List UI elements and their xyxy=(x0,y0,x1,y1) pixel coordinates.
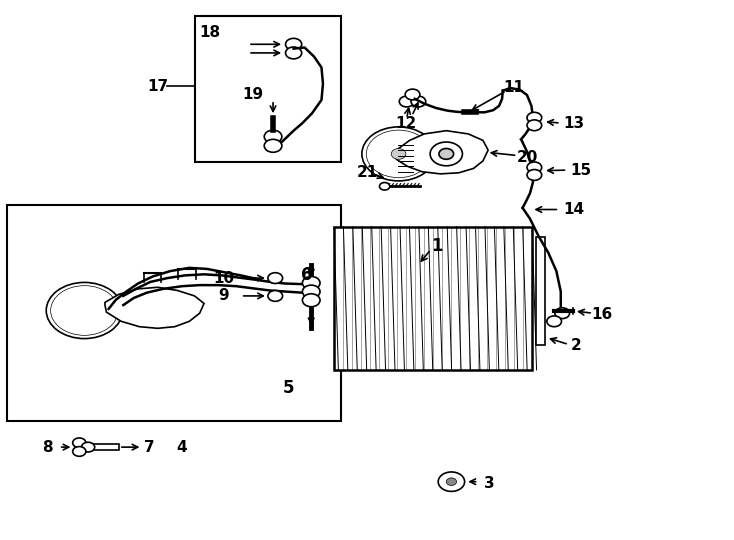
Circle shape xyxy=(76,304,93,317)
Text: 18: 18 xyxy=(200,25,220,40)
Circle shape xyxy=(438,472,465,491)
Circle shape xyxy=(555,308,570,319)
Circle shape xyxy=(51,286,118,335)
Circle shape xyxy=(264,139,282,152)
Circle shape xyxy=(73,447,86,456)
Circle shape xyxy=(391,148,406,159)
Text: 14: 14 xyxy=(564,202,584,217)
Circle shape xyxy=(399,96,414,107)
Circle shape xyxy=(527,120,542,131)
Bar xyxy=(91,444,119,450)
Circle shape xyxy=(527,162,542,173)
Circle shape xyxy=(286,47,302,59)
Text: 9: 9 xyxy=(219,288,229,303)
Circle shape xyxy=(371,133,426,174)
Text: 11: 11 xyxy=(504,80,524,95)
Circle shape xyxy=(59,292,110,329)
Circle shape xyxy=(446,478,457,485)
Text: 13: 13 xyxy=(564,116,584,131)
Circle shape xyxy=(430,142,462,166)
Text: 7: 7 xyxy=(145,440,155,455)
Bar xyxy=(7,205,341,421)
Circle shape xyxy=(302,276,320,289)
Text: 2: 2 xyxy=(571,338,581,353)
Text: 6: 6 xyxy=(301,266,313,285)
Bar xyxy=(195,16,341,162)
Text: 4: 4 xyxy=(176,440,186,455)
Text: 1: 1 xyxy=(431,237,443,255)
Text: 10: 10 xyxy=(214,271,234,286)
Circle shape xyxy=(81,442,95,452)
Text: 17: 17 xyxy=(148,79,168,94)
Circle shape xyxy=(547,316,562,327)
Circle shape xyxy=(286,38,302,50)
Text: 20: 20 xyxy=(516,150,538,165)
Text: 12: 12 xyxy=(396,116,416,131)
Polygon shape xyxy=(105,287,204,328)
Circle shape xyxy=(439,148,454,159)
Text: 8: 8 xyxy=(43,440,53,455)
Text: 21: 21 xyxy=(357,165,377,180)
Circle shape xyxy=(527,112,542,123)
Bar xyxy=(536,237,545,345)
Circle shape xyxy=(268,273,283,284)
Circle shape xyxy=(268,291,283,301)
Circle shape xyxy=(366,130,431,178)
Circle shape xyxy=(55,289,114,332)
Text: 19: 19 xyxy=(243,87,264,102)
Polygon shape xyxy=(396,131,488,174)
Text: 5: 5 xyxy=(283,379,294,397)
Text: 16: 16 xyxy=(592,307,612,322)
Text: 15: 15 xyxy=(571,163,592,178)
Circle shape xyxy=(411,96,426,107)
Circle shape xyxy=(264,130,282,143)
Circle shape xyxy=(362,127,435,181)
Circle shape xyxy=(73,438,86,448)
Circle shape xyxy=(379,183,390,190)
Circle shape xyxy=(527,170,542,180)
Circle shape xyxy=(405,89,420,100)
Circle shape xyxy=(46,282,123,339)
Circle shape xyxy=(302,285,320,298)
Text: 3: 3 xyxy=(484,476,494,491)
Bar xyxy=(334,227,532,370)
Circle shape xyxy=(375,137,422,171)
Circle shape xyxy=(302,294,320,307)
